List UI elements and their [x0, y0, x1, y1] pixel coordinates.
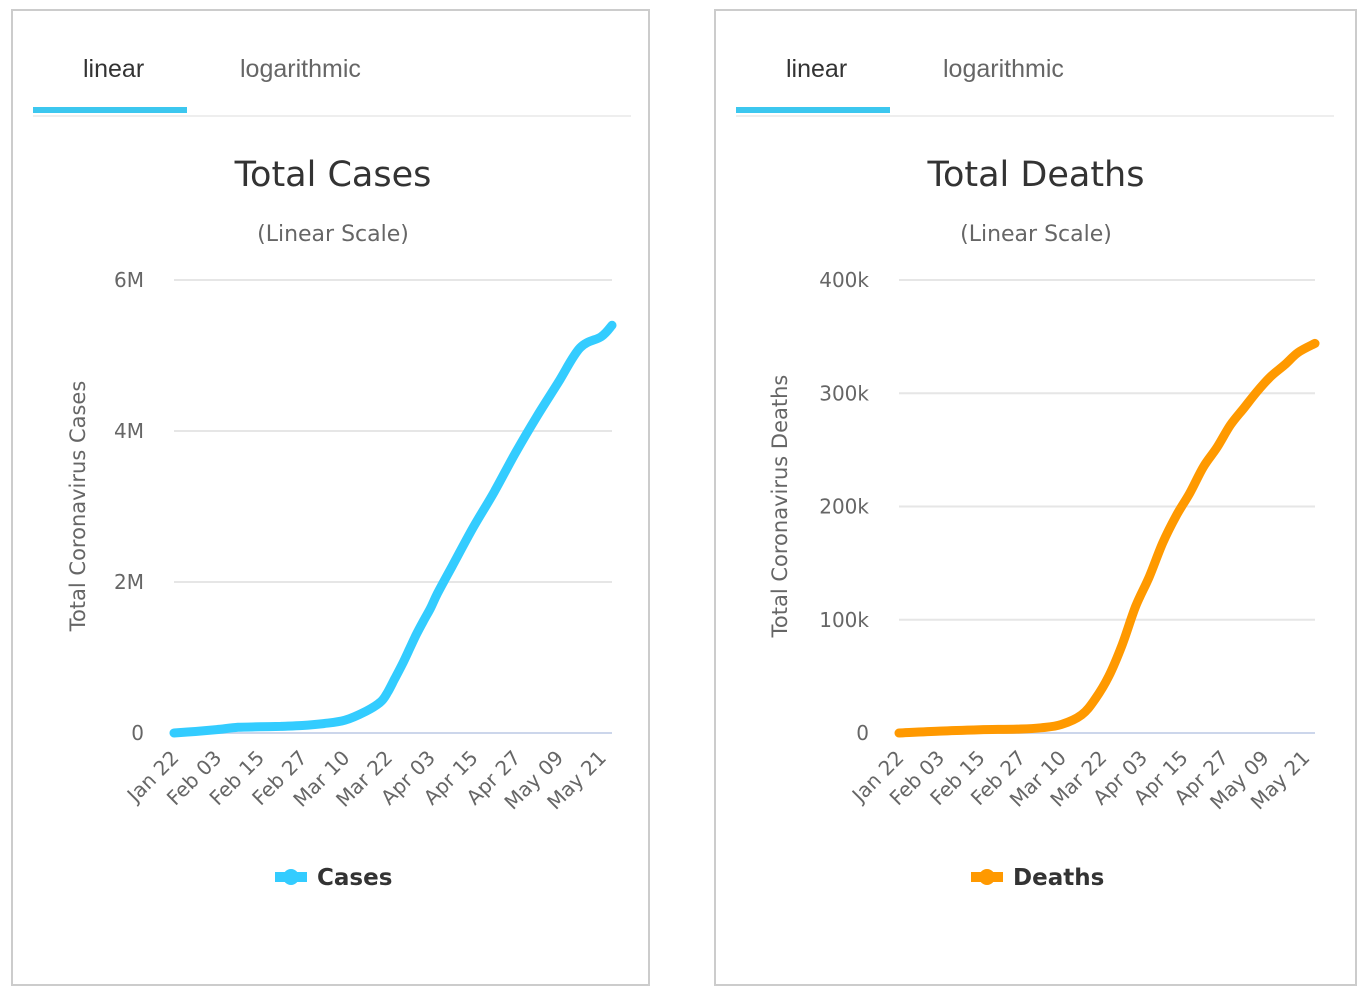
y-tick-label: 300k — [819, 381, 869, 405]
chart-title: Total Deaths — [927, 155, 1145, 195]
deaths-chart: Total Deaths (Linear Scale) 0 100k 200k 300k 4… — [768, 155, 1320, 891]
scale-tabs: linear logarithmic — [736, 51, 1334, 117]
y-axis-title: Total Coronavirus Cases — [66, 381, 90, 633]
cases-chart: Total Cases (Linear Scale) 0 2M 4M 6M Total Co… — [66, 155, 617, 891]
chart-subtitle: (Linear Scale) — [960, 222, 1112, 247]
y-tick-label: 6M — [114, 268, 144, 292]
tab-linear[interactable]: linear — [786, 55, 848, 83]
tab-logarithmic[interactable]: logarithmic — [943, 55, 1064, 83]
y-tick-label: 2M — [114, 570, 144, 594]
chart-title: Total Cases — [234, 155, 432, 195]
y-tick-label: 100k — [819, 608, 869, 632]
cases-panel: linear logarithmic Total Cases (Linear Sc… — [11, 9, 650, 986]
legend-marker — [283, 869, 299, 885]
tab-logarithmic[interactable]: logarithmic — [240, 55, 361, 83]
series-line-deaths — [894, 338, 1320, 738]
chart-subtitle: (Linear Scale) — [257, 222, 409, 247]
legend-label: Deaths — [1013, 865, 1104, 891]
series-line-cases — [169, 320, 617, 738]
y-tick-label: 0 — [856, 721, 869, 745]
y-tick-label: 0 — [131, 721, 144, 745]
legend-marker — [979, 869, 995, 885]
legend-label: Cases — [317, 865, 392, 891]
tab-linear[interactable]: linear — [83, 55, 145, 83]
y-axis-title: Total Coronavirus Deaths — [768, 375, 792, 639]
deaths-panel: linear logarithmic Total Deaths (Linear S… — [714, 9, 1357, 986]
y-tick-label: 4M — [114, 419, 144, 443]
y-tick-label: 400k — [819, 268, 869, 292]
active-tab-indicator — [736, 107, 890, 113]
y-tick-label: 200k — [819, 495, 869, 519]
active-tab-indicator — [33, 107, 187, 113]
scale-tabs: linear logarithmic — [33, 51, 631, 117]
